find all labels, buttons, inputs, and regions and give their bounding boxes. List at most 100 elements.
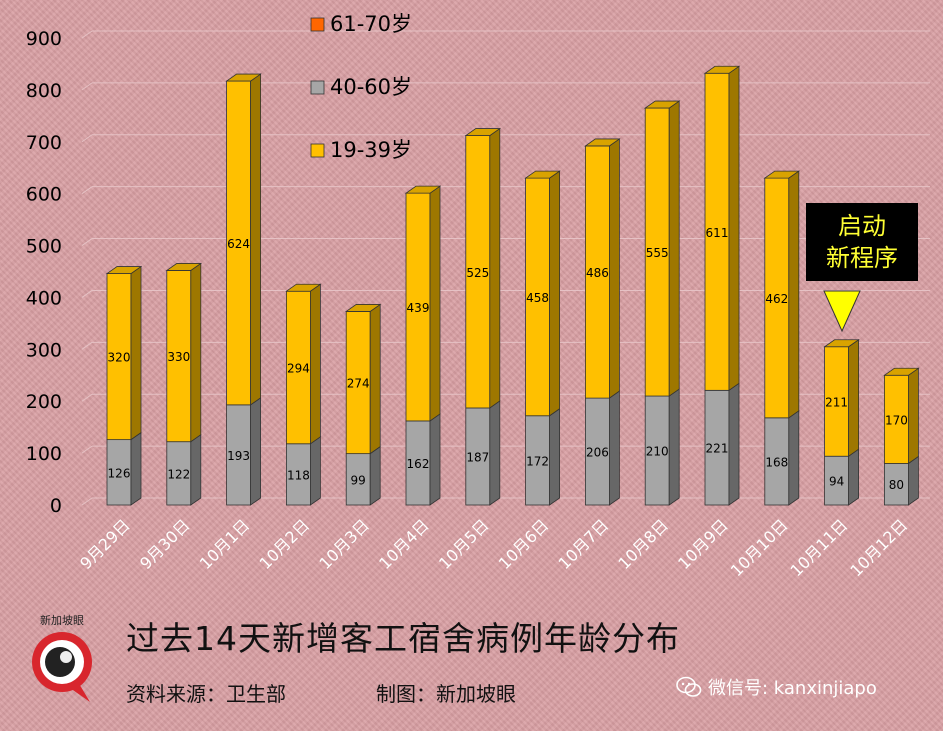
bar-side [609,138,620,399]
data-label: 187 [466,450,489,464]
gridline-diag [81,445,93,454]
y-tick-label: 400 [26,287,62,309]
data-label: 206 [586,446,609,460]
data-label: 122 [167,467,190,481]
bar-side [848,338,859,457]
bar-segment [285,290,311,445]
data-label: 80 [889,478,904,492]
bar-segment [465,407,491,506]
bar-side [309,283,321,445]
bar-segment [824,346,849,457]
data-label: 162 [407,457,430,471]
data-label: 294 [287,361,310,375]
x-tick-label: 10月4日 [375,515,433,573]
bar-top [464,128,502,136]
legend-label: 40-60岁 [330,75,412,99]
bar-side [190,262,202,443]
x-tick-label: 10月3日 [315,515,373,573]
bar-segment [644,395,670,506]
callout-arrow-icon [823,290,861,333]
data-label: 462 [765,292,788,306]
data-label: 555 [646,246,669,260]
data-label: 439 [407,301,430,315]
bar-side [369,445,381,506]
credit-text: 制图：新加坡眼 [376,682,516,706]
bar-segment [166,270,192,443]
gridline-diag [81,290,93,298]
bar-side [788,170,800,419]
y-tick-label: 600 [26,184,62,206]
gridline-diag [81,238,93,246]
y-tick-label: 700 [26,132,62,154]
bar-side [130,431,142,506]
bar-side [848,448,859,506]
data-label: 525 [466,266,489,280]
bar-segment [465,135,491,409]
bar-top [225,73,262,82]
gridline-diag [81,497,93,506]
bar-side [250,397,262,506]
x-tick-label: 10月6日 [495,515,553,573]
callout-box: 启动 新程序 [806,203,918,281]
bar-segment [226,404,252,506]
bar-segment [106,273,132,441]
data-label: 193 [227,449,250,463]
callout-line2: 新程序 [826,244,898,272]
bar-top [643,100,681,109]
bar-top [823,339,860,348]
bar-side [728,382,740,506]
bar-top [165,263,203,271]
callout-line1: 启动 [838,212,886,240]
data-label: 624 [227,237,250,251]
bar-side [369,303,381,455]
legend-swatch [310,80,325,95]
bar-segment [585,145,610,399]
bar-side [609,390,620,506]
bar-segment [525,415,550,506]
chart-title: 过去14天新增客工宿舍病例年龄分布 [126,619,680,658]
bar-segment [884,463,909,506]
gridline-diag [81,186,93,195]
data-label: 126 [108,466,131,480]
bar-side [728,65,740,392]
x-tick-label: 10月7日 [555,515,613,573]
gridline-diag [81,82,93,91]
bar-side [908,367,919,465]
gridline-diag [81,134,93,143]
legend-label: 19-39岁 [330,138,412,162]
legend-swatch [310,17,325,32]
bar-segment [704,389,730,506]
wechat-id: 微信号: kanxinjiapo [676,674,877,700]
bar-top [524,170,561,179]
data-label: 221 [706,442,729,456]
bar-side [549,407,560,506]
data-label: 94 [829,475,844,489]
bar-top [344,304,382,312]
bar-segment [764,417,790,506]
x-tick-label: 9月29日 [76,515,134,573]
y-tick-label: 900 [26,28,62,50]
bar-side [250,73,262,406]
bar-side [429,185,441,422]
bar-top [285,283,322,292]
y-tick-label: 100 [26,443,62,465]
x-tick-label: 10月11日 [787,515,852,580]
bar-top [703,65,741,74]
data-label: 274 [347,377,370,391]
bar-top [763,170,801,179]
data-label: 172 [526,454,549,468]
x-tick-label: 10月9日 [674,515,732,573]
bar-side [489,127,501,409]
x-tick-label: 10月8日 [614,515,672,573]
y-tick-label: 200 [26,391,62,413]
y-tick-label: 300 [26,339,62,361]
bar-side [130,265,142,441]
data-label: 210 [646,445,669,459]
gridline-diag [81,341,93,350]
x-tick-label: 10月5日 [435,515,493,573]
wechat-icon [676,676,702,697]
data-label: 611 [706,226,729,240]
x-tick-label: 9月30日 [136,515,194,573]
bar-side [309,436,321,506]
bar-segment [525,177,550,417]
